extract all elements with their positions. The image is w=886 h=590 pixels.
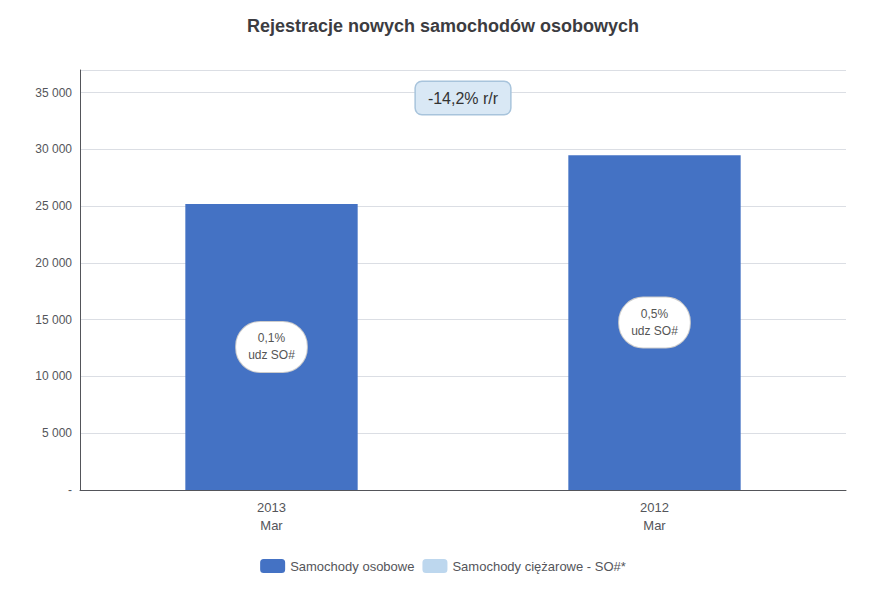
svg-text:Samochody ciężarowe - SO#*: Samochody ciężarowe - SO#* — [452, 559, 625, 574]
svg-text:20 000: 20 000 — [35, 256, 72, 270]
svg-text:5 000: 5 000 — [42, 426, 72, 440]
svg-text:Mar: Mar — [643, 518, 666, 533]
svg-text:udz SO#: udz SO# — [248, 348, 295, 362]
svg-text:udz SO#: udz SO# — [631, 324, 678, 338]
svg-text:15 000: 15 000 — [35, 313, 72, 327]
svg-text:2013: 2013 — [257, 500, 286, 515]
svg-text:2012: 2012 — [640, 500, 669, 515]
svg-text:-: - — [68, 483, 72, 497]
svg-text:10 000: 10 000 — [35, 369, 72, 383]
svg-text:-14,2% r/r: -14,2% r/r — [428, 90, 499, 107]
svg-text:0,5%: 0,5% — [641, 307, 669, 321]
svg-text:30 000: 30 000 — [35, 142, 72, 156]
svg-text:35 000: 35 000 — [35, 86, 72, 100]
svg-text:Rejestracje nowych samochodów: Rejestracje nowych samochodów osobowych — [247, 16, 639, 36]
svg-text:Samochody osobowe: Samochody osobowe — [290, 559, 414, 574]
svg-text:Mar: Mar — [260, 518, 283, 533]
svg-text:25 000: 25 000 — [35, 199, 72, 213]
svg-text:0,1%: 0,1% — [258, 331, 286, 345]
